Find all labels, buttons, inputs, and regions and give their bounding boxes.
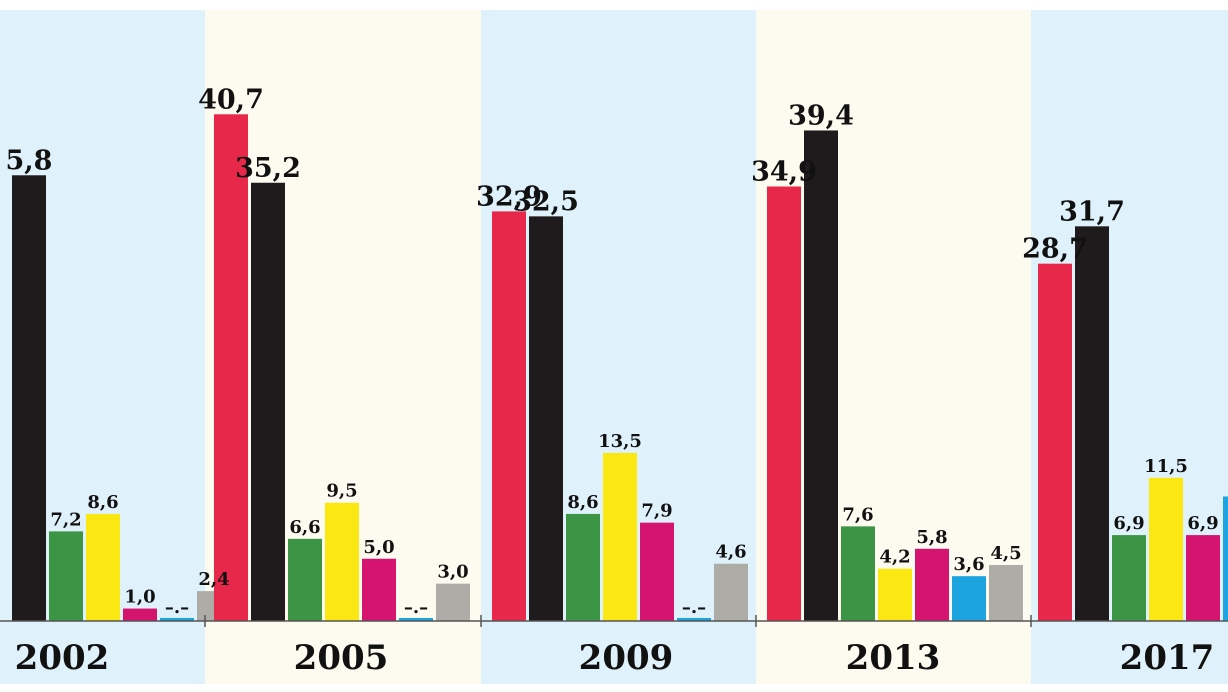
value-label-2002-0: 5,8 — [6, 145, 53, 176]
value-label-2005-1: 35,2 — [235, 153, 301, 184]
value-label-2009-0: 32,9 — [476, 181, 542, 212]
bar-2017-1 — [1075, 226, 1109, 621]
bar-2005-1 — [251, 182, 285, 621]
bar-2009-6 — [714, 563, 748, 621]
value-label-2013-2: 7,6 — [842, 504, 873, 525]
bar-2009-4 — [640, 522, 674, 621]
value-label-2009-1: 32,5 — [513, 186, 579, 217]
bar-2002-3 — [123, 608, 157, 621]
value-label-2002-5: 2,4 — [198, 569, 229, 590]
value-label-2002-3: 1,0 — [124, 587, 155, 608]
value-label-2009-3: 13,5 — [598, 431, 642, 452]
value-label-2005-4: 5,0 — [363, 537, 394, 558]
value-label-2013-3: 4,2 — [879, 547, 910, 568]
bar-2002-4 — [160, 618, 194, 621]
bar-2005-6 — [436, 583, 470, 621]
year-label-2002: 2002 — [15, 638, 110, 678]
bar-2009-2 — [566, 513, 600, 621]
bar-2013-1 — [804, 130, 838, 621]
bar-2002-0 — [12, 175, 46, 622]
year-label-2009: 2009 — [579, 638, 674, 678]
value-label-2013-0: 34,9 — [751, 156, 817, 187]
bar-2017-5 — [1223, 496, 1228, 621]
value-label-2017-1: 31,7 — [1059, 196, 1125, 227]
year-label-2013: 2013 — [846, 638, 941, 678]
bar-2013-6 — [989, 564, 1023, 621]
bar-2013-4 — [915, 548, 949, 621]
bar-layer — [12, 114, 1228, 622]
value-label-2005-6: 3,0 — [437, 562, 468, 583]
value-label-2017-0: 28,7 — [1022, 234, 1088, 265]
value-label-2009-2: 8,6 — [567, 492, 598, 513]
bar-2009-0 — [492, 211, 526, 621]
value-labels: 5,8 7,2 8,6 1,0 –.– 2,4 40,7 35,2 6,6 9,5 5,0 –.– 3,… — [6, 84, 1219, 618]
bar-2013-0 — [767, 186, 801, 621]
bar-2017-4 — [1186, 535, 1220, 621]
value-label-2009-4: 7,9 — [641, 501, 672, 522]
value-label-2013-5: 3,6 — [953, 554, 984, 575]
value-label-2013-4: 5,8 — [916, 527, 947, 548]
bar-2013-5 — [952, 576, 986, 621]
year-labels: 2002 2005 2009 2013 2017 — [15, 638, 1215, 678]
bar-2009-5 — [677, 618, 711, 621]
year-label-2017: 2017 — [1120, 638, 1215, 678]
value-label-2017-4: 6,9 — [1187, 513, 1218, 534]
value-label-2009-6: 4,6 — [715, 542, 746, 563]
value-label-2005-2: 6,6 — [289, 517, 320, 538]
bar-2005-5 — [399, 618, 433, 621]
bar-2002-2 — [86, 513, 120, 621]
bar-2005-2 — [288, 538, 322, 621]
bar-2005-4 — [362, 558, 396, 621]
value-label-2013-1: 39,4 — [788, 100, 854, 131]
value-label-2017-2: 6,9 — [1113, 513, 1144, 534]
bar-2005-0 — [214, 114, 248, 621]
value-label-2005-5: –.– — [404, 597, 428, 618]
value-label-2002-4: –.– — [165, 597, 189, 618]
value-label-2002-1: 7,2 — [50, 509, 81, 530]
bar-2013-3 — [878, 568, 912, 621]
bar-2017-0 — [1038, 263, 1072, 621]
value-label-2005-3: 9,5 — [326, 481, 357, 502]
x-axis-ticks — [204, 615, 1032, 627]
bar-2017-2 — [1112, 535, 1146, 621]
bar-2009-1 — [529, 216, 563, 621]
value-label-2002-2: 8,6 — [87, 492, 118, 513]
value-label-2009-5: –.– — [682, 597, 706, 618]
value-label-2017-3: 11,5 — [1144, 456, 1188, 477]
value-label-2005-0: 40,7 — [198, 84, 264, 115]
bar-2017-3 — [1149, 477, 1183, 621]
bar-2013-2 — [841, 526, 875, 621]
bar-2009-3 — [603, 452, 637, 621]
year-label-2005: 2005 — [294, 638, 389, 678]
bar-2005-3 — [325, 502, 359, 621]
bar-2002-1 — [49, 531, 83, 621]
value-label-2013-6: 4,5 — [990, 543, 1021, 564]
